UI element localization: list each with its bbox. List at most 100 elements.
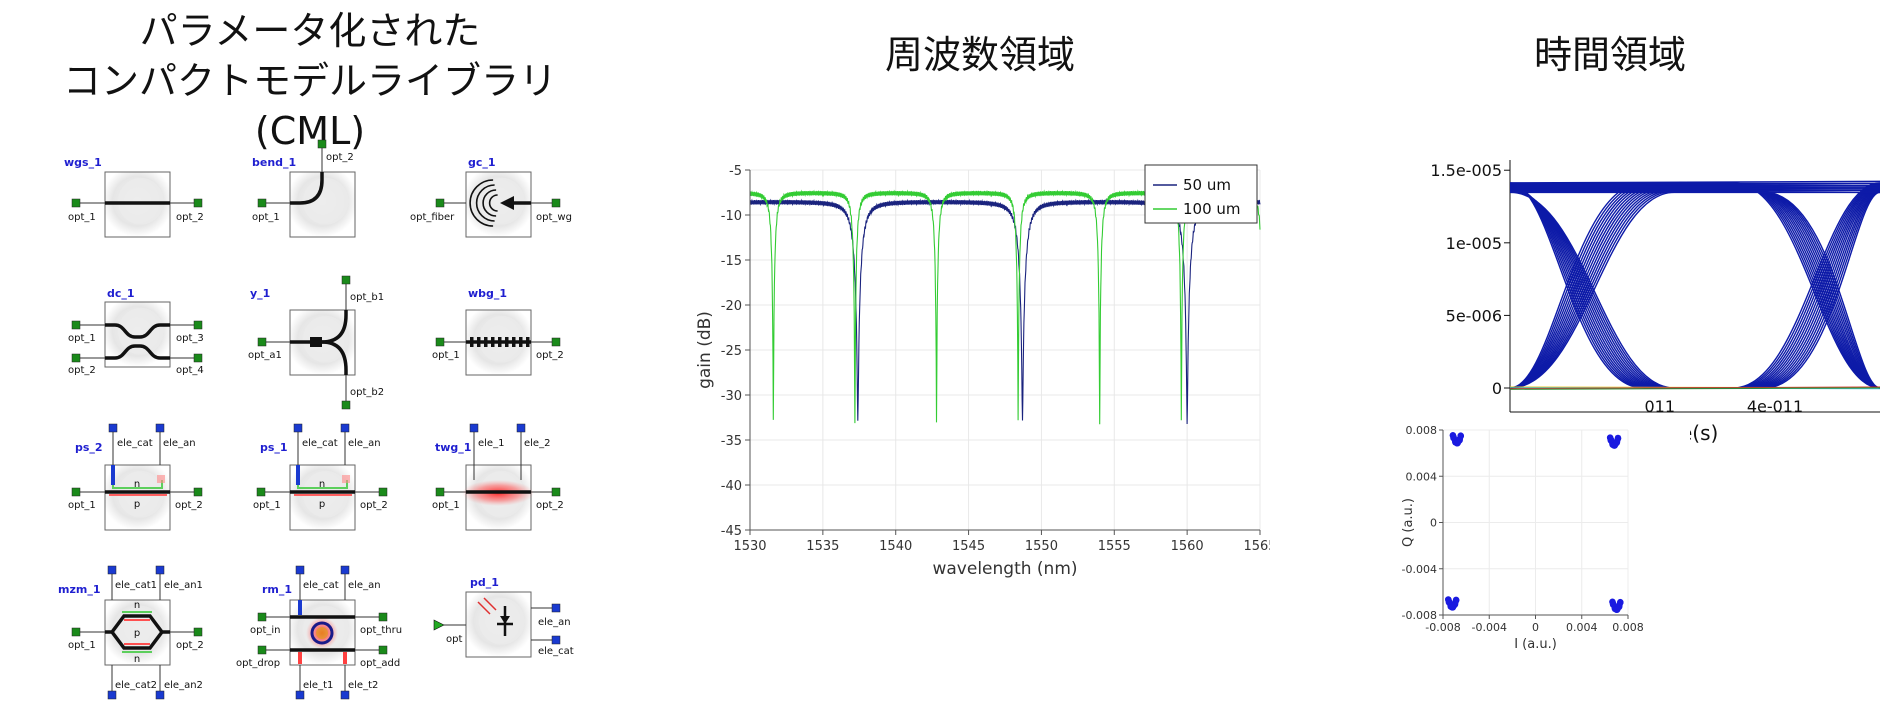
- pd-optical-input-icon: [433, 619, 445, 631]
- frequency-x-label: wavelength (nm): [932, 559, 1077, 579]
- wgs-opt2-port-icon: [193, 198, 203, 208]
- port-label: opt_4: [176, 365, 204, 376]
- port-label: ele_an: [538, 617, 571, 628]
- junction-label: n: [319, 479, 325, 490]
- port-label: opt_1: [253, 500, 281, 511]
- bragg-grating-tooth: [526, 337, 530, 347]
- gc-wg-port-icon: [551, 198, 561, 208]
- ps-opt1-port-icon: [71, 487, 81, 497]
- constellation-x-tick-label: 0.004: [1566, 621, 1598, 634]
- series-line-100um: [749, 189, 1261, 425]
- rm-drop-port-icon: [257, 645, 267, 655]
- port-label: opt_2: [175, 500, 203, 511]
- constellation-y-tick-label: -0.004: [1402, 563, 1437, 576]
- component-library: wgs_1 opt_1 opt_2 bend_1 opt_1 opt_2 gc_1 opt_f…: [58, 139, 574, 700]
- eye-high-level-trace: [1509, 189, 1880, 193]
- y-tick-label: -35: [721, 434, 742, 449]
- port-label: ele_cat: [538, 646, 574, 657]
- coupler-upper: [105, 323, 170, 339]
- constellation-x-tick-label: 0: [1532, 621, 1539, 634]
- port-label: opt_fiber: [410, 212, 455, 223]
- component-name: wgs_1: [64, 156, 102, 169]
- pd-ele-cat-port-icon: [551, 635, 561, 645]
- mzm-opt1-port-icon: [71, 627, 81, 637]
- ps-opt2-port-icon: [193, 487, 203, 497]
- port-label: opt_in: [250, 625, 281, 636]
- p-region: [294, 494, 352, 496]
- dc-opt2-port-icon: [71, 353, 81, 363]
- bragg-grating-tooth: [512, 337, 516, 347]
- component-name: twg_1: [435, 441, 471, 454]
- port-label: ele_cat: [302, 438, 338, 449]
- rm-ele-t2-port-icon: [340, 690, 350, 700]
- mzm-opt2-port-icon: [193, 627, 203, 637]
- n-region: [297, 480, 348, 489]
- y-tick-label: -30: [721, 389, 742, 404]
- twg-ele1-port-icon: [469, 423, 479, 433]
- junction-label: n: [134, 600, 140, 611]
- legend-entry: 100 um: [1183, 200, 1241, 218]
- component-name: gc_1: [468, 156, 496, 169]
- grating-taper-icon: [500, 196, 514, 210]
- mzm-ele-an1-port-icon: [155, 565, 165, 575]
- x-tick-label: 1530: [733, 539, 766, 554]
- wgs-opt1-port-icon: [71, 198, 81, 208]
- constellation-y-tick-label: 0: [1430, 517, 1437, 530]
- port-label: ele_1: [478, 438, 504, 449]
- grating-arc: [469, 179, 494, 227]
- port-label: opt_1: [432, 500, 460, 511]
- bragg-grating-tooth: [470, 337, 474, 347]
- y-tick-label: -10: [721, 209, 742, 224]
- constellation-point: [1445, 598, 1453, 605]
- port-label: opt_3: [176, 333, 204, 344]
- port-label: ele_cat: [303, 580, 339, 591]
- x-tick-label: 1550: [1025, 539, 1058, 554]
- frequency-y-label: gain (dB): [695, 311, 715, 389]
- component-name: rm_1: [262, 583, 292, 596]
- eye-y-tick-label: 1.5e-005: [1430, 161, 1502, 180]
- constellation-y-label: Q (a.u.): [1401, 498, 1416, 547]
- bend-waveguide: [290, 172, 324, 205]
- component-name: bend_1: [252, 156, 296, 169]
- light-arrows-icon: [477, 597, 497, 615]
- anode-contact: [157, 475, 165, 483]
- bragg-grating-tooth: [519, 337, 523, 347]
- junction-label: p: [134, 499, 140, 510]
- cml-title-line2: コンパクトモデルライブラリ(CML): [62, 59, 557, 153]
- constellation-x-label: I (a.u.): [1514, 637, 1557, 652]
- port-label: opt_2: [326, 152, 354, 163]
- port-label: opt_1: [68, 500, 96, 511]
- port-label: ele_cat2: [115, 680, 157, 691]
- port-label: ele_an2: [164, 680, 203, 691]
- eye-low-level-trace: [1509, 387, 1880, 390]
- y-tick-label: -5: [729, 164, 742, 179]
- eye-transition-trace: [1509, 189, 1880, 389]
- twg-opt1-port-icon: [435, 487, 445, 497]
- constellation-point: [1617, 599, 1624, 606]
- rm-ele-an-port-icon: [340, 565, 350, 575]
- y-tick-label: -45: [721, 524, 742, 539]
- x-tick-label: 1540: [879, 539, 912, 554]
- mzm-upper-arm: [105, 614, 170, 634]
- constellation-plot: -0.008 -0.004 0 0.004 0.008 0.008 0.004 0 -0.004…: [1400, 415, 1690, 675]
- gc-fiber-port-icon: [435, 198, 445, 208]
- port-label: opt_2: [68, 365, 96, 376]
- y-block-shading: [303, 315, 349, 363]
- port-label: ele_2: [524, 438, 550, 449]
- cml-title: パラメータ化された コンパクトモデルライブラリ(CML): [10, 6, 610, 156]
- port-label: opt_1: [252, 212, 280, 223]
- grating-arc: [482, 189, 497, 217]
- dc-opt3-port-icon: [193, 320, 203, 330]
- time-domain-title: 時間領域: [1533, 33, 1686, 77]
- eye-transition-trace: [1509, 187, 1880, 389]
- component-name: y_1: [250, 287, 270, 300]
- frequency-legend: 50 um 100 um: [1144, 164, 1258, 224]
- grating-arc: [475, 184, 495, 222]
- port-label: opt_1: [68, 212, 96, 223]
- ps-ele-an-port-icon: [340, 423, 350, 433]
- y-tick-label: -40: [721, 479, 742, 494]
- port-label: opt_1: [432, 350, 460, 361]
- pd-ele-an-port-icon: [551, 603, 561, 613]
- component-name: ps_2: [75, 441, 103, 454]
